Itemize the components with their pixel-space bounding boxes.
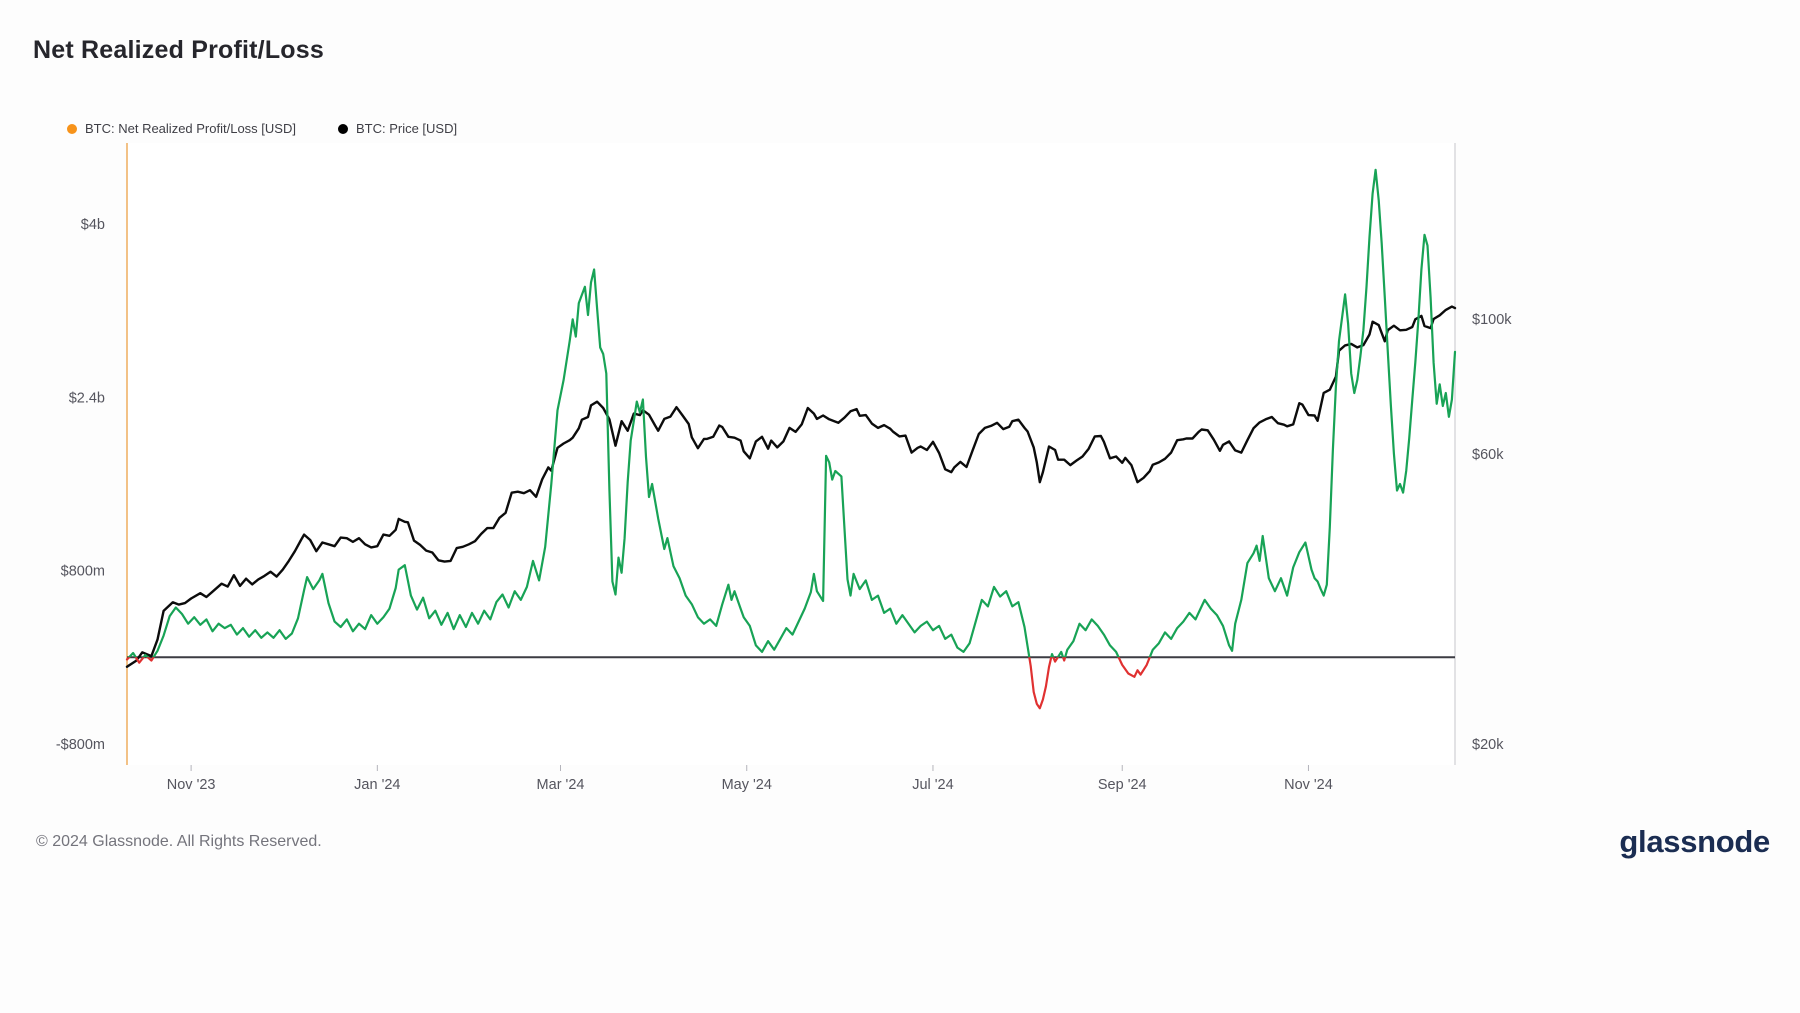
plot-area[interactable] (127, 143, 1455, 765)
price-line (125, 305, 1457, 668)
x-axis-tick-label: Nov '23 (167, 777, 216, 793)
right-axis-tick-label: $100k (1472, 312, 1512, 328)
left-axis-tick-label: $2.4b (69, 390, 105, 406)
x-axis-tick-label: Sep '24 (1098, 777, 1147, 793)
x-axis-tick-label: Mar '24 (537, 777, 585, 793)
legend-item-price[interactable]: BTC: Price [USD] (337, 121, 458, 136)
x-axis-tick-label: Nov '24 (1284, 777, 1333, 793)
legend-label-net-realized-pnl: BTC: Net Realized Profit/Loss [USD] (85, 121, 296, 136)
glassnode-logo[interactable]: glassnode (1619, 824, 1770, 859)
legend-dot-icon (337, 123, 348, 134)
x-axis-tick-label: May '24 (722, 777, 772, 793)
right-axis-tick-label: $60k (1472, 447, 1504, 463)
legend-label-price: BTC: Price [USD] (355, 121, 458, 136)
copyright-text: © 2024 Glassnode. All Rights Reserved. (36, 833, 322, 850)
page-title: Net Realized Profit/Loss (33, 36, 324, 64)
legend-item-net-realized-pnl[interactable]: BTC: Net Realized Profit/Loss [USD] (67, 121, 296, 136)
left-axis-tick-label: -$800m (56, 737, 105, 753)
net-realized-pnl-line-positive (127, 168, 1457, 658)
x-axis-tick-label: Jul '24 (912, 777, 953, 793)
left-axis-tick-label: $4b (81, 217, 105, 233)
left-axis-tick-label: $800m (61, 564, 105, 580)
legend-dot-icon (67, 123, 77, 134)
right-axis-tick-label: $20k (1472, 737, 1504, 753)
chart-legend: BTC: Net Realized Profit/Loss [USD] BTC:… (67, 121, 457, 136)
x-axis-tick-label: Jan '24 (354, 777, 400, 793)
